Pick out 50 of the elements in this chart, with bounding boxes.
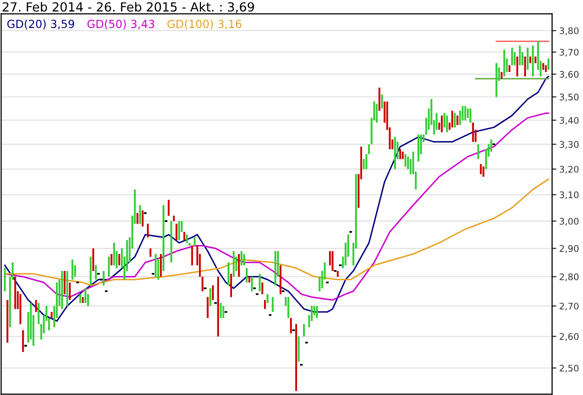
candlestick	[516, 56, 518, 77]
candlestick	[92, 248, 94, 272]
candlestick	[454, 112, 456, 128]
candlestick	[102, 270, 105, 286]
candlestick	[514, 52, 516, 66]
candlestick	[287, 296, 290, 319]
y-tick-label: 2,50	[560, 364, 579, 372]
y-tick-label: 2,60	[560, 333, 579, 341]
candlestick	[178, 220, 180, 241]
candlestick	[191, 245, 194, 266]
y-tick-label: 3,10	[560, 191, 579, 200]
y-tick-label: 3,60	[560, 70, 579, 79]
candlestick	[251, 276, 253, 292]
y-tick-label: 3,50	[560, 94, 579, 102]
candlestick	[518, 45, 521, 66]
candlestick	[451, 110, 454, 128]
y-tick-label: 3,30	[560, 141, 579, 149]
candlestick	[146, 223, 149, 238]
y-tick-label: 2,90	[560, 245, 579, 253]
text: GD(50) 3,43	[87, 20, 154, 30]
candlestick	[462, 106, 464, 121]
y-tick-label: 2,70	[560, 302, 579, 310]
y-tick-label: 3,40	[560, 116, 579, 125]
candlestick	[440, 114, 443, 133]
candlestick	[404, 154, 406, 168]
candlestick	[444, 112, 446, 128]
y-tick-label: 3,20	[560, 166, 579, 174]
line-series	[4, 112, 550, 301]
candlestick	[206, 296, 209, 319]
y-tick-label: 3,00	[560, 218, 579, 226]
candlestick	[272, 296, 274, 313]
candlestick	[246, 268, 248, 284]
text: GD(100) 3,16	[167, 20, 242, 30]
line-series	[4, 76, 550, 322]
candlestick	[38, 302, 40, 325]
candlestick	[209, 288, 212, 307]
y-tick-label: 3,70	[560, 48, 579, 57]
line-series	[4, 178, 550, 286]
candlestick	[378, 87, 380, 112]
candlestick	[365, 154, 368, 170]
candlestick	[142, 210, 144, 228]
candlestick	[464, 106, 466, 121]
text: GD(20) 3,59	[7, 20, 74, 30]
candlestick	[4, 268, 6, 292]
y-tick-label: 2,80	[560, 273, 579, 282]
candlestick	[188, 242, 190, 246]
chart-title: 27. Feb 2014 - 26. Feb 2015 - Akt. : 3,69	[2, 2, 254, 13]
candlestick	[220, 302, 222, 319]
candlestick	[436, 112, 438, 130]
y-tick-label: 3,80	[560, 27, 579, 36]
